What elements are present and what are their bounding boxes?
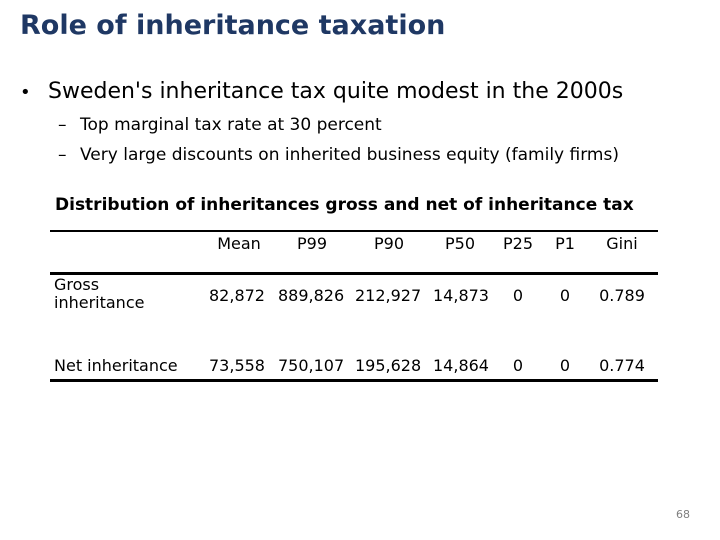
table-cell-net-p99: 750,107 xyxy=(278,356,345,375)
table-header-gini: Gini xyxy=(606,234,638,253)
table-cell-net-p90: 195,628 xyxy=(355,356,422,375)
table-cell-gross-p90: 212,927 xyxy=(355,286,422,305)
table-header-rule xyxy=(50,272,658,275)
table-cell-net-mean: 73,558 xyxy=(209,356,265,375)
main-bullet-text: Sweden's inheritance tax quite modest in… xyxy=(48,79,624,104)
table-cell-gross-mean: 82,872 xyxy=(209,286,265,305)
table-caption: Distribution of inheritances gross and n… xyxy=(55,195,634,215)
page-number: 68 xyxy=(676,508,690,521)
table-header-p50: P50 xyxy=(444,234,476,253)
table-header-p1: P1 xyxy=(555,234,575,253)
sub-bullet-tax-rate: – Top marginal tax rate at 30 percent xyxy=(58,115,382,135)
table-cell-net-p1: 0 xyxy=(559,356,571,375)
bullet-marker: • xyxy=(20,82,31,103)
sub-bullet-marker: – xyxy=(58,145,67,165)
slide-title: Role of inheritance taxation xyxy=(20,10,446,41)
sub-bullet-text: Very large discounts on inherited busine… xyxy=(80,145,619,165)
table-header-p99: P99 xyxy=(296,234,328,253)
table-row-label-net: Net inheritance xyxy=(54,356,178,375)
sub-bullet-marker: – xyxy=(58,115,67,135)
table-cell-net-gini: 0.774 xyxy=(599,356,645,375)
sub-bullet-discounts: – Very large discounts on inherited busin… xyxy=(58,145,619,165)
table-row-label-gross: Gross inheritance xyxy=(54,275,145,312)
table-cell-gross-p50: 14,873 xyxy=(433,286,489,305)
sub-bullet-text: Top marginal tax rate at 30 percent xyxy=(80,115,382,135)
main-bullet: • Sweden's inheritance tax quite modest i… xyxy=(20,79,623,104)
table-cell-net-p50: 14,864 xyxy=(433,356,489,375)
table-cell-net-p25: 0 xyxy=(512,356,524,375)
table-header-mean: Mean xyxy=(217,234,261,253)
table-top-rule xyxy=(50,230,658,232)
table-cell-gross-gini: 0.789 xyxy=(599,286,645,305)
table-bottom-rule xyxy=(50,379,658,382)
table-cell-gross-p25: 0 xyxy=(512,286,524,305)
table-header-p90: P90 xyxy=(373,234,405,253)
table-header-p25: P25 xyxy=(502,234,534,253)
table-cell-gross-p99: 889,826 xyxy=(278,286,345,305)
table-cell-gross-p1: 0 xyxy=(559,286,571,305)
